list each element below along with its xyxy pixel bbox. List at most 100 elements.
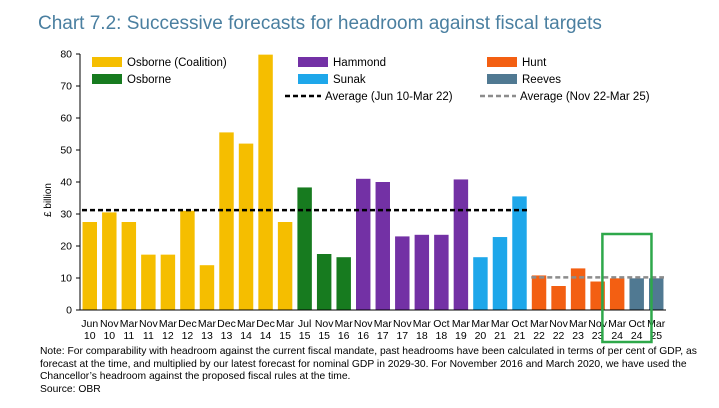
x-tick-year: 10 [103,330,115,342]
bar [82,222,97,310]
x-tick-month: Nov [315,318,334,330]
legend-swatch [298,57,328,67]
x-tick-year: 13 [201,330,213,342]
bar [531,275,547,310]
x-tick-month: Dec [178,318,197,330]
bar [570,268,586,310]
x-tick-month: Mar [452,318,471,330]
x-tick-month: Nov [549,318,568,330]
x-tick-month: Dec [217,318,236,330]
x-tick-month: Mar [569,318,588,330]
x-tick-year: 22 [553,330,565,342]
bar [629,278,644,310]
y-tick-label: 30 [60,209,72,221]
bar [277,222,293,310]
legend-swatch [92,57,122,67]
bar [395,236,410,310]
legend-swatch [487,57,517,67]
x-tick-year: 16 [357,330,369,342]
x-tick-year: 24 [611,330,623,342]
legend-swatch [487,74,517,84]
x-tick-month: Jun [81,318,98,330]
legend-label: Average (Jun 10-Mar 22) [325,91,453,103]
x-tick-month: Mar [159,318,178,330]
y-axis-label: £ billion [43,183,54,217]
bar [219,132,234,310]
x-tick-month: Mar [335,318,354,330]
highlight-box [601,232,653,344]
y-tick-label: 60 [60,113,72,125]
legend-label: Average (Nov 22-Mar 25) [520,91,650,103]
bar [473,257,488,310]
x-tick-month: Mar [120,318,139,330]
x-tick-year: 25 [650,330,662,342]
y-tick-label: 0 [66,305,72,317]
average-lines [82,208,664,279]
x-tick-year: 17 [377,330,389,342]
x-tick-year: 12 [182,330,194,342]
x-tick-month: Oct [433,318,449,330]
x-tick-month: Mar [374,318,393,330]
x-tick-month: Mar [413,318,432,330]
x-tick-month: Nov [100,318,119,330]
x-tick-year: 21 [494,330,506,342]
x-tick-month: Nov [139,318,158,330]
x-tick-year: 15 [318,330,330,342]
x-tick-month: Mar [237,318,256,330]
bar [316,254,332,310]
x-tick-year: 20 [475,330,487,342]
bar [492,237,508,310]
x-tick-month: Mar [647,318,666,330]
bar [297,187,312,310]
x-tick-month: Dec [256,318,275,330]
bar [434,234,449,310]
bar [609,278,625,310]
bar [336,257,351,310]
x-tick-year: 23 [572,330,584,342]
x-tick-year: 17 [396,330,408,342]
source-text: Source: OBR [40,383,101,395]
bar [356,178,371,310]
legend-label: Reeves [522,74,561,86]
x-tick-year: 23 [592,330,604,342]
x-tick-year: 18 [416,330,428,342]
x-tick-month: Jul [298,318,311,330]
legend-label: Osborne (Coalition) [127,57,227,69]
x-tick-year: 24 [631,330,643,342]
legend-swatch [298,74,328,84]
x-tick-year: 15 [299,330,311,342]
legend-swatch [92,74,122,84]
legend-label: Sunak [333,74,366,86]
y-tick-label: 70 [60,81,72,93]
bar [258,54,273,310]
x-tick-month: Mar [198,318,217,330]
bar [121,222,137,310]
chart-title: Chart 7.2: Successive forecasts for head… [38,13,602,34]
bar [414,234,430,310]
x-tick-year: 15 [279,330,291,342]
bar-series [82,54,664,310]
y-axis: 0 10 20 30 40 50 60 70 80 [60,49,81,317]
bar [238,143,254,310]
x-tick-month: Oct [629,318,645,330]
legend-label: Osborne [127,74,171,86]
bar [141,254,156,310]
x-tick-month: Nov [354,318,373,330]
y-tick-label: 50 [60,145,72,157]
x-tick-year: 13 [221,330,233,342]
y-tick-label: 40 [60,177,72,189]
x-tick-year: 21 [514,330,526,342]
legend-label: Hammond [333,57,386,69]
x-axis: Jun10Nov10Mar11Nov11Mar12Dec12Mar13Dec13… [80,232,666,344]
bar [375,182,390,310]
x-tick-month: Mar [276,318,295,330]
bar [180,210,195,310]
x-tick-year: 14 [260,330,272,342]
bar [512,196,527,310]
x-tick-month: Oct [511,318,527,330]
x-tick-year: 12 [162,330,174,342]
legend: Osborne (Coalition) Osborne Hammond Sunak Hu… [92,57,650,103]
x-tick-month: Mar [530,318,549,330]
y-tick-label: 10 [60,273,72,285]
